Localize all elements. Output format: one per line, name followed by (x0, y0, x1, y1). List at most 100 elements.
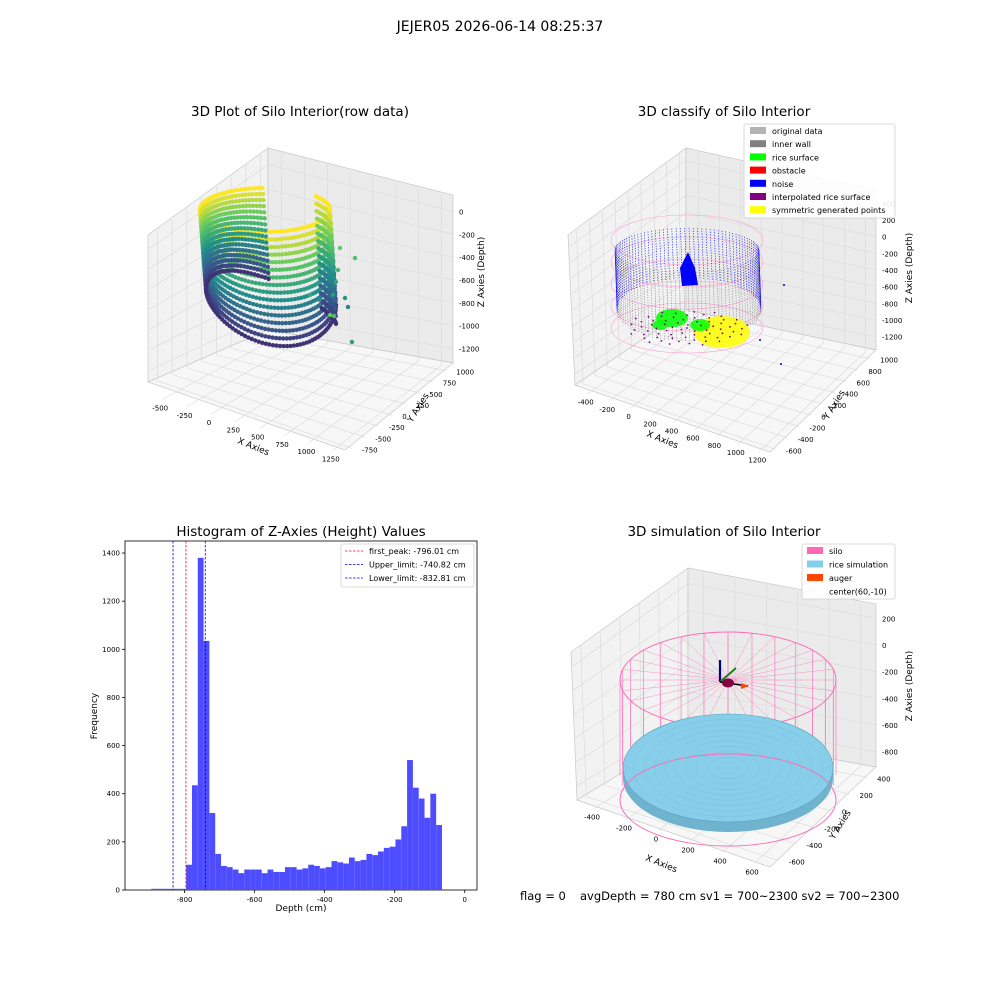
wall-column (735, 233, 739, 287)
raw-point (244, 215, 250, 220)
interpolated-point (696, 320, 698, 323)
legend-swatch (807, 547, 823, 554)
raw-point (288, 274, 293, 279)
interpolated-point (643, 337, 646, 340)
grid-line (599, 632, 606, 786)
histogram-x-axis-label: Depth (cm) (275, 904, 326, 914)
raw-point (284, 343, 290, 349)
grid-line (571, 212, 687, 295)
legend-label: center(60,-10) (829, 588, 887, 597)
raw-point (276, 252, 281, 257)
histogram-bar (296, 869, 303, 890)
raw-point (267, 342, 272, 347)
x-tick-label: 1200 (748, 456, 766, 464)
wall-column (683, 271, 686, 343)
raw-point (249, 226, 254, 231)
y-tick-label: 600 (107, 742, 120, 750)
y-tick-label: 400 (845, 391, 858, 399)
raw-point (233, 193, 238, 199)
raw-point (244, 209, 249, 214)
wall-column (755, 256, 759, 320)
interpolated-point (693, 330, 696, 332)
histogram-title: Histogram of Z-Axies (Height) Values (176, 524, 425, 540)
rice-surface-cluster (690, 319, 710, 331)
simulation-3d-z-axis-label: Z Axies (Depth) (905, 651, 915, 722)
interpolated-point (720, 315, 723, 317)
z-tick-label: -800 (459, 300, 475, 308)
raw-point (249, 237, 255, 243)
grid-line (572, 247, 687, 327)
raw-point (264, 297, 270, 302)
raw-point (247, 254, 252, 259)
z-tick-label: -400 (882, 695, 898, 703)
histogram-bar (255, 869, 262, 890)
raw-point (255, 317, 260, 322)
raw-point (248, 315, 253, 320)
classify-3d-z-axis-label: Z Axies (Depth) (905, 233, 915, 304)
raw-point (272, 298, 277, 303)
raw-point (246, 286, 252, 291)
raw-point (290, 258, 296, 263)
interpolated-point (671, 337, 674, 340)
histogram-bar (197, 557, 204, 890)
interpolated-point (630, 323, 633, 326)
wall-column (639, 266, 643, 335)
legend-label: symmetric generated points (772, 206, 885, 215)
raw-point (248, 271, 254, 276)
wall-column (754, 242, 758, 300)
interpolated-point (729, 335, 731, 338)
simulation-title: 3D simulation of Silo Interior (627, 524, 821, 540)
raw-point (233, 242, 239, 247)
x-tick-label: 400 (665, 428, 678, 436)
grid-line (595, 375, 788, 439)
interpolated-point (665, 329, 668, 332)
raw-point (235, 226, 241, 231)
raw-point (282, 305, 288, 310)
raw-point (258, 262, 263, 267)
raw-point (292, 289, 297, 294)
raw-point (241, 253, 246, 258)
raw-point (291, 281, 297, 286)
raw-point (261, 251, 266, 256)
wall-column (617, 243, 621, 302)
raw-point (286, 313, 292, 318)
histogram-bar (325, 867, 332, 890)
raw-point (252, 331, 258, 336)
raw-point (276, 320, 282, 326)
x-tick-label: 0 (463, 896, 467, 904)
raw-point (246, 335, 251, 340)
raw-point (270, 275, 276, 280)
raw-point (280, 328, 285, 333)
y-tick-label: -600 (789, 859, 805, 867)
histogram-bar (250, 869, 256, 890)
wall-column (724, 268, 727, 338)
grid-line (716, 342, 824, 438)
histogram-bar (284, 867, 291, 890)
raw-point (258, 318, 264, 323)
raw-point (289, 305, 295, 310)
raw-point (254, 203, 259, 209)
legend-label: rice simulation (829, 561, 888, 570)
raw-point (290, 320, 295, 325)
raw-point (255, 267, 260, 272)
raw-point (256, 339, 261, 344)
raw-point (258, 268, 264, 273)
silo-spoke (727, 679, 796, 718)
raw-point (243, 285, 248, 290)
raw-point (242, 231, 248, 236)
wall-column (628, 236, 632, 291)
raw-point (289, 235, 294, 240)
raw-point (282, 228, 287, 234)
raw-point (249, 232, 254, 237)
wall-column (646, 268, 650, 337)
raw-point (289, 297, 294, 302)
wall-column (713, 229, 717, 281)
grid-line (685, 299, 877, 337)
raw-point (257, 197, 262, 203)
raw-point (241, 209, 246, 214)
rice-mesh (633, 719, 823, 817)
raw-point (277, 267, 282, 272)
y-tick-label: 600 (857, 379, 870, 387)
raw-point (285, 290, 290, 295)
wall-column (619, 258, 623, 322)
